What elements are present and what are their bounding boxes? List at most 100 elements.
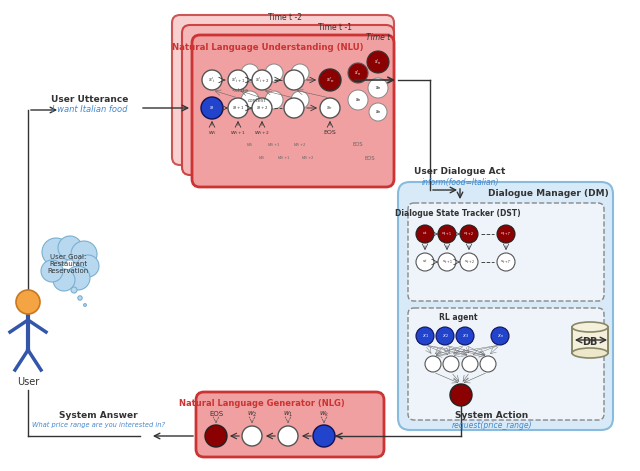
- Text: $s'_{i+2}$: $s'_{i+2}$: [255, 75, 269, 85]
- Circle shape: [491, 327, 509, 345]
- Text: RL agent: RL agent: [439, 314, 477, 323]
- Text: User Dialogue Act: User Dialogue Act: [414, 168, 506, 177]
- Text: $s_n$: $s_n$: [355, 96, 361, 104]
- Ellipse shape: [572, 348, 608, 358]
- Circle shape: [84, 304, 86, 307]
- Circle shape: [320, 98, 340, 118]
- Text: $o_{t+T}$: $o_{t+T}$: [500, 230, 512, 238]
- Text: Dialogue Manager (DM): Dialogue Manager (DM): [488, 188, 609, 197]
- Text: System Action: System Action: [456, 411, 529, 420]
- Circle shape: [348, 63, 368, 83]
- Circle shape: [368, 78, 388, 98]
- Circle shape: [252, 98, 272, 118]
- Text: Time t -2: Time t -2: [268, 13, 302, 22]
- FancyBboxPatch shape: [196, 392, 384, 457]
- Text: $s_n$: $s_n$: [375, 84, 381, 92]
- Circle shape: [367, 51, 389, 73]
- Text: Time t -1: Time t -1: [318, 23, 352, 32]
- Text: $w_i$: $w_i$: [246, 141, 253, 149]
- Text: Dialogue State Tracker (DST): Dialogue State Tracker (DST): [395, 209, 521, 218]
- Circle shape: [205, 425, 227, 447]
- Circle shape: [71, 287, 77, 293]
- Text: User Goal:
Restaurant
Reservation: User Goal: Restaurant Reservation: [47, 254, 88, 274]
- Circle shape: [436, 327, 454, 345]
- Circle shape: [241, 64, 259, 82]
- Circle shape: [291, 91, 309, 109]
- Text: <ctxt>: <ctxt>: [231, 88, 249, 92]
- Text: DB: DB: [582, 337, 598, 347]
- Circle shape: [313, 425, 335, 447]
- Circle shape: [201, 97, 223, 119]
- Text: context: context: [248, 97, 266, 103]
- Text: EOS: EOS: [209, 411, 223, 417]
- Circle shape: [228, 70, 248, 90]
- Text: System Answer: System Answer: [59, 411, 138, 420]
- Text: $w_{i+2}$: $w_{i+2}$: [254, 129, 270, 137]
- Circle shape: [450, 384, 472, 406]
- Text: $s_{i+2}$: $s_{i+2}$: [255, 104, 268, 112]
- Circle shape: [348, 90, 368, 110]
- Text: $w_i$: $w_i$: [259, 154, 266, 162]
- Text: What price range are you interested in?: What price range are you interested in?: [31, 422, 164, 428]
- Text: $s'_n$: $s'_n$: [326, 75, 334, 85]
- Text: inform(food=Italian): inform(food=Italian): [421, 178, 499, 187]
- Text: $s'_{i+1}$: $s'_{i+1}$: [231, 75, 245, 85]
- Circle shape: [291, 64, 309, 82]
- Circle shape: [284, 98, 304, 118]
- Circle shape: [416, 327, 434, 345]
- Text: $x_2$: $x_2$: [442, 332, 449, 340]
- Text: $w_1$: $w_1$: [283, 409, 293, 419]
- Text: $w_{i+1}$: $w_{i+1}$: [277, 154, 291, 162]
- Text: $x_1$: $x_1$: [422, 332, 428, 340]
- Text: $s_t$: $s_t$: [422, 259, 428, 265]
- Circle shape: [58, 236, 82, 260]
- FancyBboxPatch shape: [398, 182, 613, 430]
- Text: EOS: EOS: [365, 155, 375, 161]
- Circle shape: [242, 426, 262, 446]
- Text: $s_i$: $s_i$: [209, 104, 215, 112]
- Circle shape: [202, 70, 222, 90]
- Text: EOS: EOS: [324, 130, 337, 136]
- Circle shape: [16, 290, 40, 314]
- Circle shape: [42, 238, 70, 266]
- Text: $o_{t+2}$: $o_{t+2}$: [463, 230, 475, 238]
- FancyBboxPatch shape: [192, 35, 394, 187]
- Circle shape: [66, 266, 90, 290]
- Circle shape: [438, 253, 456, 271]
- Circle shape: [319, 69, 341, 91]
- Text: $s'_n$: $s'_n$: [374, 57, 382, 66]
- FancyBboxPatch shape: [408, 203, 604, 301]
- Text: $w_{i+1}$: $w_{i+1}$: [267, 141, 281, 149]
- Circle shape: [456, 327, 474, 345]
- Text: $s_{i+1}$: $s_{i+1}$: [232, 104, 244, 112]
- Circle shape: [462, 356, 478, 372]
- FancyBboxPatch shape: [408, 308, 604, 420]
- Text: $s_{t+2}$: $s_{t+2}$: [463, 258, 474, 266]
- Text: $w_{i+2}$: $w_{i+2}$: [293, 141, 307, 149]
- Circle shape: [278, 426, 298, 446]
- Text: Natural Language Understanding (NLU): Natural Language Understanding (NLU): [172, 43, 364, 52]
- Text: $w_{i+2}$: $w_{i+2}$: [301, 154, 315, 162]
- FancyBboxPatch shape: [572, 327, 608, 353]
- Circle shape: [284, 70, 304, 90]
- Text: $w_{i+1}$: $w_{i+1}$: [230, 129, 246, 137]
- FancyBboxPatch shape: [172, 15, 394, 165]
- Ellipse shape: [572, 322, 608, 332]
- Text: $o_{t+1}$: $o_{t+1}$: [442, 230, 452, 238]
- Circle shape: [228, 98, 248, 118]
- Circle shape: [460, 225, 478, 243]
- Circle shape: [41, 260, 63, 282]
- Text: Time t: Time t: [366, 32, 390, 41]
- Text: $s_{t+1}$: $s_{t+1}$: [442, 258, 452, 266]
- Text: User Utterance: User Utterance: [51, 96, 129, 105]
- Text: EOS: EOS: [353, 143, 364, 147]
- Text: $w_i$: $w_i$: [208, 129, 216, 137]
- Circle shape: [416, 225, 434, 243]
- Circle shape: [497, 253, 515, 271]
- Text: Natural Language Generator (NLG): Natural Language Generator (NLG): [179, 398, 345, 407]
- Text: $s_n$: $s_n$: [326, 104, 333, 112]
- Circle shape: [369, 103, 387, 121]
- Text: $x_n$: $x_n$: [497, 332, 504, 340]
- Circle shape: [460, 253, 478, 271]
- Circle shape: [265, 91, 283, 109]
